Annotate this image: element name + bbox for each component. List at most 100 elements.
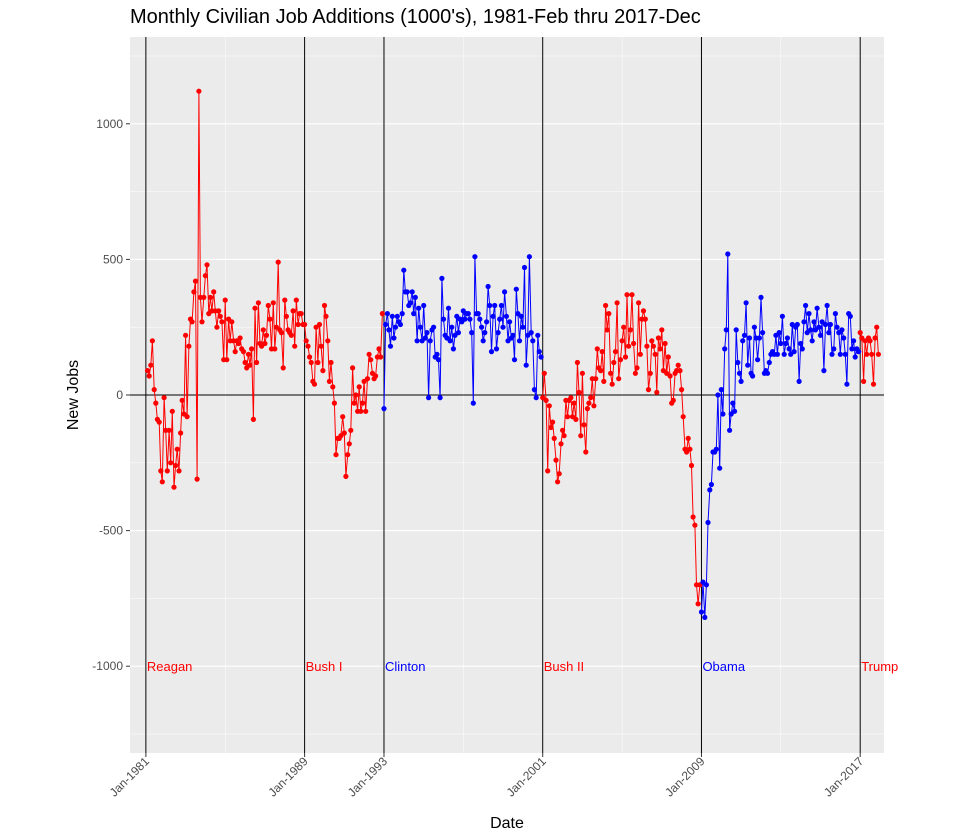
data-point: [328, 359, 334, 366]
data-point: [750, 373, 756, 379]
data-point: [645, 387, 652, 393]
data-point: [439, 275, 445, 281]
data-point: [688, 462, 695, 469]
data-point: [219, 319, 225, 325]
data-point: [492, 302, 498, 309]
data-point: [578, 433, 584, 439]
data-point: [621, 324, 627, 330]
data-point: [574, 359, 581, 366]
data-point: [783, 340, 789, 347]
data-point: [179, 397, 185, 403]
data-point: [779, 313, 786, 319]
data-point: [803, 302, 809, 309]
data-point: [245, 351, 252, 357]
data-series: [144, 88, 882, 621]
data-point: [171, 484, 177, 490]
data-point: [407, 300, 413, 306]
data-point: [545, 468, 551, 474]
data-point: [485, 283, 491, 290]
data-point: [842, 351, 848, 357]
data-point: [250, 416, 256, 422]
data-point: [824, 302, 830, 309]
data-point: [302, 321, 308, 328]
data-point: [487, 302, 493, 309]
series-obama: [698, 251, 862, 621]
data-point: [847, 313, 853, 319]
data-point: [822, 321, 829, 328]
data-point: [741, 332, 748, 338]
y-tick-label: -500: [99, 524, 123, 538]
data-point: [404, 289, 410, 295]
data-point: [502, 289, 508, 295]
data-point: [426, 395, 432, 401]
data-point: [216, 308, 222, 314]
data-point: [237, 335, 243, 341]
data-point: [507, 319, 513, 325]
data-point: [801, 319, 807, 325]
data-point: [626, 343, 632, 349]
data-point: [417, 324, 423, 330]
data-point: [479, 324, 485, 330]
data-point: [568, 395, 574, 401]
data-point: [720, 411, 726, 417]
president-label: Clinton: [385, 659, 425, 674]
data-point: [159, 479, 165, 485]
data-point: [270, 300, 276, 306]
data-point: [849, 346, 855, 352]
data-point: [204, 262, 210, 268]
data-point: [295, 321, 301, 328]
data-point: [283, 313, 289, 319]
data-point: [705, 519, 711, 526]
data-point: [670, 397, 676, 403]
data-point: [546, 403, 552, 409]
data-point: [617, 357, 624, 363]
data-point: [786, 346, 792, 352]
data-point: [755, 357, 761, 363]
data-point: [518, 313, 524, 319]
data-point: [654, 389, 660, 395]
data-point: [791, 349, 797, 355]
data-point: [462, 316, 468, 322]
data-point: [174, 446, 180, 452]
data-point: [437, 395, 443, 401]
data-point: [500, 324, 506, 330]
data-point: [733, 327, 739, 333]
data-point: [255, 300, 261, 306]
data-point: [194, 476, 200, 482]
data-point: [214, 324, 220, 330]
data-point: [305, 343, 311, 349]
data-point: [325, 338, 331, 344]
data-point: [667, 373, 673, 379]
data-point: [743, 300, 749, 306]
data-point: [316, 321, 323, 328]
data-point: [680, 414, 686, 420]
data-point: [435, 357, 442, 363]
data-point: [718, 387, 724, 393]
data-point: [685, 435, 691, 441]
data-point: [530, 338, 536, 344]
data-point: [861, 378, 867, 384]
data-point: [320, 368, 326, 374]
series-bush-ii: [540, 292, 703, 607]
data-point: [376, 346, 382, 352]
data-point: [521, 264, 528, 271]
data-point: [490, 313, 496, 319]
x-axis-title: Date: [490, 815, 524, 832]
data-point: [252, 305, 258, 311]
data-point: [632, 370, 639, 376]
data-point: [869, 351, 875, 357]
data-point: [232, 349, 238, 355]
data-point: [211, 289, 217, 295]
data-point: [730, 400, 736, 406]
data-point: [640, 308, 647, 314]
president-labels: Reagan Bush I Clinton Bush II Obama Trump: [147, 659, 898, 674]
data-point: [624, 292, 630, 298]
data-point: [229, 319, 235, 325]
data-point: [366, 351, 372, 357]
data-point: [381, 406, 387, 412]
data-point: [434, 351, 440, 357]
data-point: [307, 354, 313, 360]
x-axis: Jan-1981 Jan-1989 Jan-1993 Jan-2001 Jan-2009…: [107, 753, 867, 800]
data-point: [341, 430, 347, 436]
